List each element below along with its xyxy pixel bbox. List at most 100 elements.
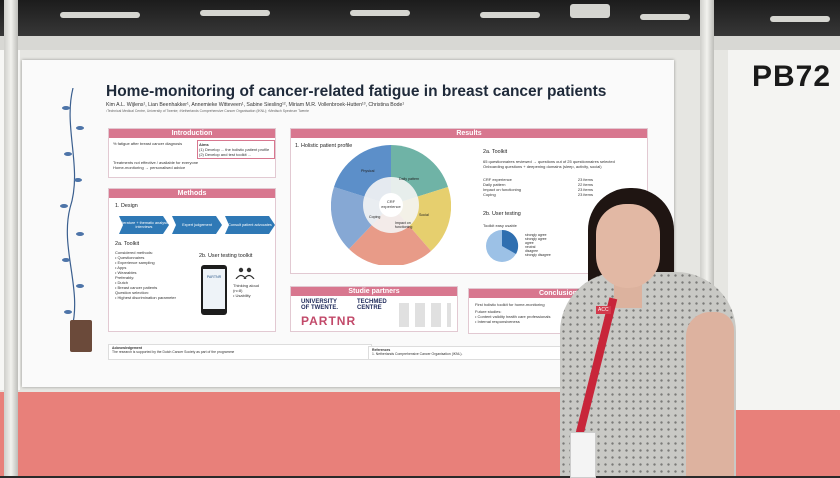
vine-decoration [60,88,84,328]
toolkit-domain: Daily pattern [483,182,506,187]
usability-pie [486,229,519,262]
references-text: 1. Netherlands Comprehensive Cancer Orga… [372,352,463,356]
flow-step: Consult patient advocates [225,216,275,234]
results-heading: Results [291,129,647,138]
methods-box: Methods 1. Design Literature + thematic … [108,188,276,332]
acknowledgement-heading: Acknowledgement [112,346,142,350]
ceiling-light [570,4,610,18]
toolkit-line: • Experience sampling [115,260,155,265]
toolkit-table-row: Daily pattern 22 items [483,182,593,187]
wheel-segment-label: Coping [369,215,381,219]
toolkit-items: 23 items [577,177,593,182]
partner-logo-techmed: TECHMED [357,299,387,305]
results-profile-label: 1. Holistic patient profile [295,143,353,149]
toolkit-items: 23 items [577,192,593,197]
testing-line: • Usability [233,293,251,298]
ceiling-light [60,12,140,18]
pie-legend-item: strongly agree [525,237,547,241]
references-heading: References [372,348,391,352]
acknowledgement-text: The research is supported by the Dutch C… [112,350,235,354]
toolkit-line: • Dutch [115,280,128,285]
methods-step1: 1. Design [115,203,138,209]
results-toolkit-line: Onboarding questions + deepening domains… [483,164,602,169]
flow-step: Literature + thematic analysis interview… [119,216,169,234]
presenter-face [596,204,660,288]
poster-title: Home-monitoring of cancer-related fatigu… [106,83,607,100]
testing-line: (n=8) [233,288,243,293]
toolkit-domain: CRF experience [483,177,512,182]
methods-step2b: 2b. User testing toolkit [199,253,253,259]
user-testing-line: Toolkit easy usable [483,223,517,228]
group-icon [235,267,255,279]
phone-icon: PARTNR [201,265,227,315]
aim-item: (1) Develop ... the holistic patient pro… [199,147,270,152]
toolkit-table-row: Impact on functioning 23 items [483,187,593,192]
wheel-segment-label: Daily pattern [399,177,420,181]
lanyard-text: ACC [596,306,611,314]
toolkit-line: • Questionnaires [115,255,145,260]
methods-flow: Literature + thematic analysis interview… [119,216,275,234]
pie-legend: strongly agree strongly agree agree neut… [525,233,551,257]
toolkit-domain: Coping [483,192,496,197]
partner-logos-small [399,303,451,327]
ceiling-light [350,10,410,16]
flow-step: Expert judgement [172,216,222,234]
conclusion-line: First holistic toolkit for home-monitori… [475,302,545,307]
pie-legend-item: agree [525,241,534,245]
wheel-segment-coping [349,205,431,265]
toolkit-table: CRF experience 23 items Daily pattern 22… [483,177,593,197]
intro-line: Home-monitoring → personalised advice [113,165,186,170]
results-toolkit-line: 65 questionnaires reviewed → questions o… [483,159,615,164]
toolkit-line: • Breast cancer patients [115,285,158,290]
introduction-heading: Introduction [109,129,275,138]
testing-line: Thinking aloud [233,283,260,288]
results-toolkit-label: 2a. Toolkit [483,149,508,155]
intro-line: % fatigue after breast cancer diagnosis [113,141,183,146]
partner-logo-partnr: PARTNR [301,314,357,328]
frame-pole [4,0,18,476]
partner-logo-ut: OF TWENTE. [301,305,338,311]
acknowledgement-box: Acknowledgement The research is supporte… [108,344,372,360]
poster-affiliations: ¹Technical Medical Centre, University of… [106,109,310,113]
pie-legend-item: neutral [525,245,536,249]
presenter-arm [686,312,734,476]
author-photo [70,320,92,352]
partner-logo-ut: UNIVERSITY [301,299,338,305]
wheel-segment-label: Impact on functioning [395,221,413,229]
name-badge [570,432,596,478]
toolkit-domain: Impact on functioning [483,187,522,192]
toolkit-line: • Apps [115,265,127,270]
toolkit-items: 23 items [577,187,593,192]
conclusion-line: • Internal responsiveness [475,319,520,324]
partners-heading: Studie partners [291,287,457,296]
board-frame [0,36,840,50]
partners-box: Studie partners UNIVERSITY OF TWENTE. TE… [290,286,458,332]
toolkit-line: Considered methods: [115,250,154,255]
toolkit-line: Question selection: [115,290,150,295]
ceiling [0,0,840,40]
conclusion-line: Future studies: [475,309,502,314]
conclusion-line: • Content validity health care professio… [475,314,551,319]
introduction-box: Introduction % fatigue after breast canc… [108,128,276,178]
toolkit-items: 22 items [577,182,593,187]
right-board [728,50,840,410]
wheel-center-label: CRF experience [381,199,401,209]
aims-label: Aims [199,142,209,147]
pie-legend-item: strongly agree [525,233,547,237]
app-label: PARTNR [203,269,225,309]
ceiling-light [480,12,540,18]
right-board-code: PB72 [752,60,832,93]
toolkit-table-row: CRF experience 23 items [483,177,593,182]
intro-line: Treatments not effective / available for… [113,160,199,165]
methods-step2a: 2a. Toolkit [115,241,140,247]
ceiling-light [200,10,270,16]
partner-logo-techmed: CENTRE [357,305,382,311]
wheel-segment-label: Physical [361,169,375,173]
ceiling-light [770,16,830,22]
pie-legend-item: disagree [525,249,539,253]
results-user-testing-label: 2b. User testing [483,211,521,217]
toolkit-line: Preferably: [115,275,135,280]
ceiling-light [640,14,690,20]
pie-legend-item: strongly disagree [525,253,551,257]
references-box: References 1. Netherlands Comprehensive … [368,346,562,360]
